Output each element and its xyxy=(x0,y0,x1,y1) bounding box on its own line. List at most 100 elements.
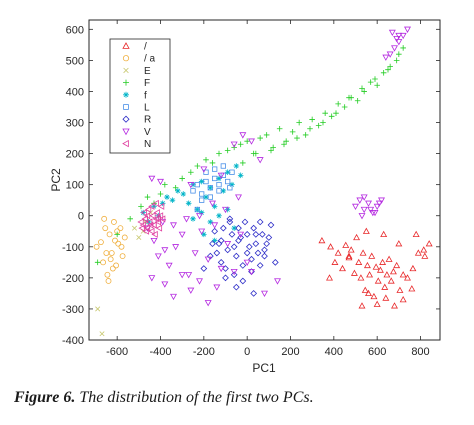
data-point-series-7 xyxy=(165,262,173,270)
data-point-series-3 xyxy=(209,160,216,166)
data-point-series-7 xyxy=(248,138,255,145)
data-point-series-4 xyxy=(198,178,205,185)
data-point-series-4 xyxy=(194,206,201,213)
data-point-series-7 xyxy=(235,194,242,201)
data-point-series-4 xyxy=(207,219,214,225)
data-point-series-0 xyxy=(379,258,387,265)
data-point-series-5 xyxy=(216,182,222,188)
data-point-series-6 xyxy=(241,218,249,226)
data-point-series-4 xyxy=(190,181,196,188)
data-point-series-5 xyxy=(225,178,231,185)
data-point-series-1 xyxy=(118,243,125,250)
data-point-series-7 xyxy=(178,272,186,279)
data-point-series-1 xyxy=(109,265,116,272)
data-point-series-8 xyxy=(138,224,145,232)
data-point-series-5 xyxy=(216,188,222,194)
data-point-series-1 xyxy=(104,271,111,278)
data-point-series-0 xyxy=(327,243,335,250)
data-point-series-6 xyxy=(243,249,251,257)
data-point-series-8 xyxy=(140,209,147,217)
data-point-series-6 xyxy=(256,218,264,226)
y-tick-label: 100 xyxy=(66,180,84,192)
data-point-series-0 xyxy=(334,249,342,256)
data-point-series-5 xyxy=(199,191,205,197)
legend-marker xyxy=(122,42,130,49)
data-point-series-7 xyxy=(237,231,245,238)
data-point-series-7 xyxy=(360,194,368,201)
data-point-series-3 xyxy=(127,216,133,222)
data-point-series-6 xyxy=(239,262,247,269)
data-point-series-3 xyxy=(268,147,274,154)
data-point-series-5 xyxy=(220,163,226,169)
data-point-series-8 xyxy=(152,199,159,207)
data-point-series-4 xyxy=(231,225,237,231)
x-tick-label: -600 xyxy=(106,346,128,358)
data-point-series-4 xyxy=(207,184,214,191)
data-point-series-7 xyxy=(172,244,180,251)
data-point-series-0 xyxy=(342,241,350,248)
data-point-series-0 xyxy=(368,252,376,259)
data-point-series-7 xyxy=(239,132,247,139)
data-point-series-4 xyxy=(233,163,240,169)
figure-caption: Figure 6. The distribution of the first … xyxy=(14,389,464,407)
data-point-series-7 xyxy=(367,206,375,214)
data-point-series-3 xyxy=(283,138,289,144)
data-point-series-1 xyxy=(103,250,110,256)
data-point-series-0 xyxy=(425,240,433,247)
data-point-series-4 xyxy=(169,197,176,203)
data-point-series-7 xyxy=(230,141,238,148)
data-point-series-8 xyxy=(155,224,163,232)
data-point-series-3 xyxy=(309,116,315,123)
data-point-series-6 xyxy=(211,227,219,235)
data-point-series-0 xyxy=(387,277,395,284)
legend-marker xyxy=(122,139,129,148)
data-point-series-0 xyxy=(357,274,365,281)
data-point-series-6 xyxy=(267,221,275,229)
data-point-series-3 xyxy=(400,45,406,51)
data-point-series-3 xyxy=(172,184,179,191)
data-point-series-2 xyxy=(95,306,101,312)
data-point-series-0 xyxy=(399,271,407,278)
data-point-series-5 xyxy=(227,185,233,191)
legend-label: L xyxy=(144,103,150,114)
data-point-series-2 xyxy=(136,234,142,240)
data-point-series-7 xyxy=(187,182,195,189)
y-tick-label: -200 xyxy=(62,273,84,285)
data-point-series-0 xyxy=(339,264,346,272)
data-point-series-0 xyxy=(365,289,372,297)
data-point-series-1 xyxy=(117,225,124,232)
data-point-series-0 xyxy=(382,294,390,301)
data-point-series-7 xyxy=(217,172,225,179)
data-point-series-6 xyxy=(228,231,236,238)
data-point-series-0 xyxy=(399,295,407,303)
data-point-series-7 xyxy=(217,265,225,273)
data-point-series-5 xyxy=(229,169,235,175)
legend-label: N xyxy=(144,139,151,150)
data-point-series-1 xyxy=(119,253,126,260)
x-tick-label: 800 xyxy=(411,346,429,358)
data-point-series-7 xyxy=(352,203,359,211)
legend-label: E xyxy=(144,66,151,77)
data-point-series-7 xyxy=(191,250,199,257)
x-tick-label: 600 xyxy=(368,346,386,358)
data-point-series-1 xyxy=(106,231,113,238)
data-point-series-7 xyxy=(274,278,281,285)
data-point-series-2 xyxy=(99,331,105,337)
data-point-series-7 xyxy=(150,237,158,245)
data-point-series-7 xyxy=(170,293,177,301)
data-point-series-4 xyxy=(145,219,152,225)
data-point-series-3 xyxy=(194,163,201,169)
data-point-series-3 xyxy=(361,88,367,95)
data-point-series-7 xyxy=(209,200,216,207)
data-point-series-7 xyxy=(154,253,162,260)
data-point-series-8 xyxy=(137,218,144,226)
data-point-series-0 xyxy=(383,271,391,278)
data-point-series-7 xyxy=(148,175,156,183)
data-point-series-4 xyxy=(237,172,244,179)
data-point-series-4 xyxy=(198,209,205,216)
data-point-series-7 xyxy=(248,269,255,276)
data-point-series-5 xyxy=(212,166,218,172)
legend-marker xyxy=(122,128,130,136)
data-point-series-7 xyxy=(378,197,385,204)
